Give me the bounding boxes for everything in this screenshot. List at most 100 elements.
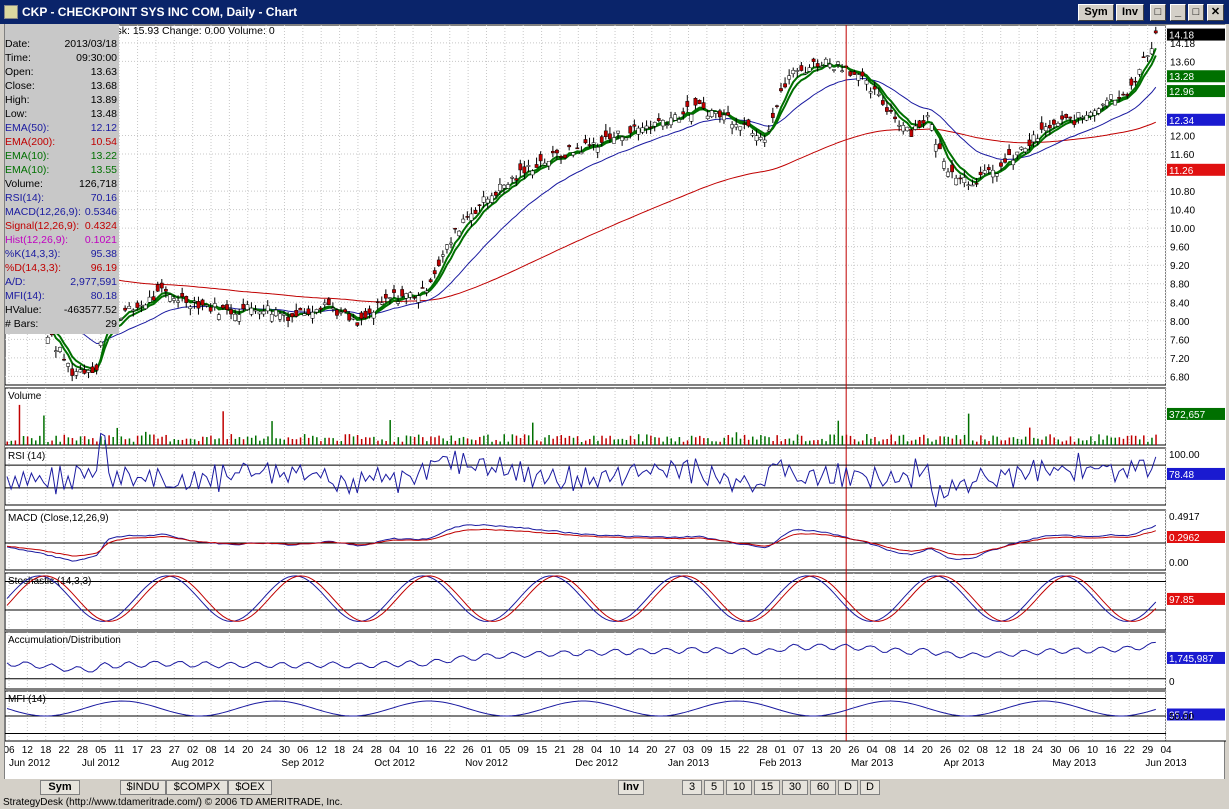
volume-bar [405, 435, 408, 445]
x-day-label: 24 [1032, 745, 1044, 756]
candle-body [937, 143, 942, 150]
volume-bar [458, 438, 461, 445]
candle-body [282, 313, 286, 316]
volume-bar [254, 435, 257, 445]
volume-bar [307, 437, 310, 445]
sym-tab[interactable]: Sym [40, 780, 80, 795]
volume-bar [238, 437, 241, 445]
sym-button[interactable]: Sym [1078, 4, 1114, 21]
info-row: HValue: -463577.52 [5, 304, 119, 318]
candle-body [286, 316, 290, 321]
volume-bar [796, 434, 799, 445]
volume-bar [939, 436, 941, 445]
price-badge [1167, 28, 1225, 41]
info-row: Open: 13.63 [5, 66, 119, 80]
interval-tab[interactable]: 5 [704, 780, 724, 795]
candle-body [278, 313, 282, 320]
restore-icon[interactable]: □ [1150, 4, 1166, 21]
candle-body [815, 63, 820, 67]
candle-body [660, 120, 665, 127]
candle-body [392, 289, 396, 293]
volume-bar [597, 440, 599, 445]
panel-badge [1167, 651, 1225, 664]
volume-bar [980, 435, 982, 445]
x-day-label: 26 [940, 745, 952, 756]
candle-body [656, 118, 661, 121]
x-day-label: 12 [22, 745, 34, 756]
candle-body [1039, 122, 1044, 130]
oex-tab[interactable]: $OEX [228, 780, 272, 795]
candle-body [94, 364, 99, 371]
minimize-icon[interactable]: _ [1170, 4, 1186, 21]
candle-body [294, 310, 299, 317]
volume-bar [699, 435, 701, 445]
candle-body [1125, 93, 1130, 96]
interval-tab[interactable]: D [860, 780, 880, 795]
volume-bar [1081, 440, 1084, 445]
volume-bar [35, 440, 37, 445]
candle-body [82, 369, 87, 374]
interval-tab[interactable]: D [838, 780, 858, 795]
candle-body [1113, 100, 1117, 106]
volume-bar [976, 441, 978, 445]
axis-strip [1166, 25, 1226, 741]
price-badge-label: 12.96 [1169, 87, 1194, 98]
candle-body [184, 296, 189, 303]
volume-bar [743, 434, 746, 445]
price-tick-label: 11.60 [1170, 150, 1195, 161]
volume-bar [906, 441, 909, 445]
x-month-label: Feb 2013 [759, 758, 802, 769]
candle-body [1027, 139, 1032, 147]
info-label: High: [5, 94, 30, 106]
candle-body [168, 294, 172, 302]
info-value: 95.38 [90, 248, 117, 260]
candle-body [978, 171, 983, 176]
candle-body [441, 254, 445, 257]
volume-bar [96, 441, 98, 445]
interval-tab[interactable]: 15 [754, 780, 780, 795]
candle-body [840, 70, 844, 72]
close-icon[interactable]: ✕ [1207, 4, 1224, 21]
candle-body [705, 115, 710, 119]
interval-tab[interactable]: 3 [682, 780, 702, 795]
candle-body [1052, 119, 1056, 125]
candle-body [375, 301, 380, 304]
rsi-line [6, 432, 1157, 508]
inv-button[interactable]: Inv [1116, 4, 1144, 21]
price-tick-label: 7.60 [1170, 335, 1190, 346]
candle-body [225, 304, 229, 310]
interval-tab[interactable]: 30 [782, 780, 808, 795]
info-value: 13.63 [90, 66, 117, 78]
volume-bar [169, 441, 171, 445]
candle-body [795, 70, 800, 72]
x-day-label: 17 [132, 745, 144, 756]
info-row: EMA(200): 10.54 [5, 136, 119, 150]
volume-bar [857, 441, 860, 445]
volume-bar [483, 435, 485, 445]
indu-tab[interactable]: $INDU [120, 780, 166, 795]
volume-bar [992, 435, 994, 445]
interval-tab[interactable]: 60 [810, 780, 836, 795]
compx-tab[interactable]: $COMPX [166, 780, 228, 795]
volume-bar [30, 438, 33, 445]
inv-tab[interactable]: Inv [618, 780, 644, 795]
candle-body [526, 165, 531, 167]
candle-body [762, 139, 767, 143]
candle-body [1023, 148, 1028, 153]
candle-body [388, 297, 392, 299]
interval-tab[interactable]: 10 [726, 780, 752, 795]
volume-bar [576, 436, 579, 445]
candle-body [872, 86, 877, 90]
chart-area[interactable]: 06 12 18 22 28 05 11 17 23 27 02 08 14 20 24 30 06 12 18 24… [4, 24, 1226, 781]
candle-body [1084, 115, 1089, 121]
candle-body [860, 71, 865, 77]
volume-bar [800, 435, 803, 445]
volume-bar [670, 438, 673, 445]
candle-body [685, 101, 690, 107]
candle-body [828, 63, 832, 68]
chart-svg[interactable]: 06 12 18 22 28 05 11 17 23 27 02 08 14 20 24 30 06 12 18 24… [5, 25, 1226, 781]
info-row: MACD(12,26,9): 0.5346 [5, 206, 119, 220]
maximize-icon[interactable]: □ [1188, 4, 1204, 21]
volume-bar [861, 440, 864, 445]
volume-bar [136, 435, 139, 445]
